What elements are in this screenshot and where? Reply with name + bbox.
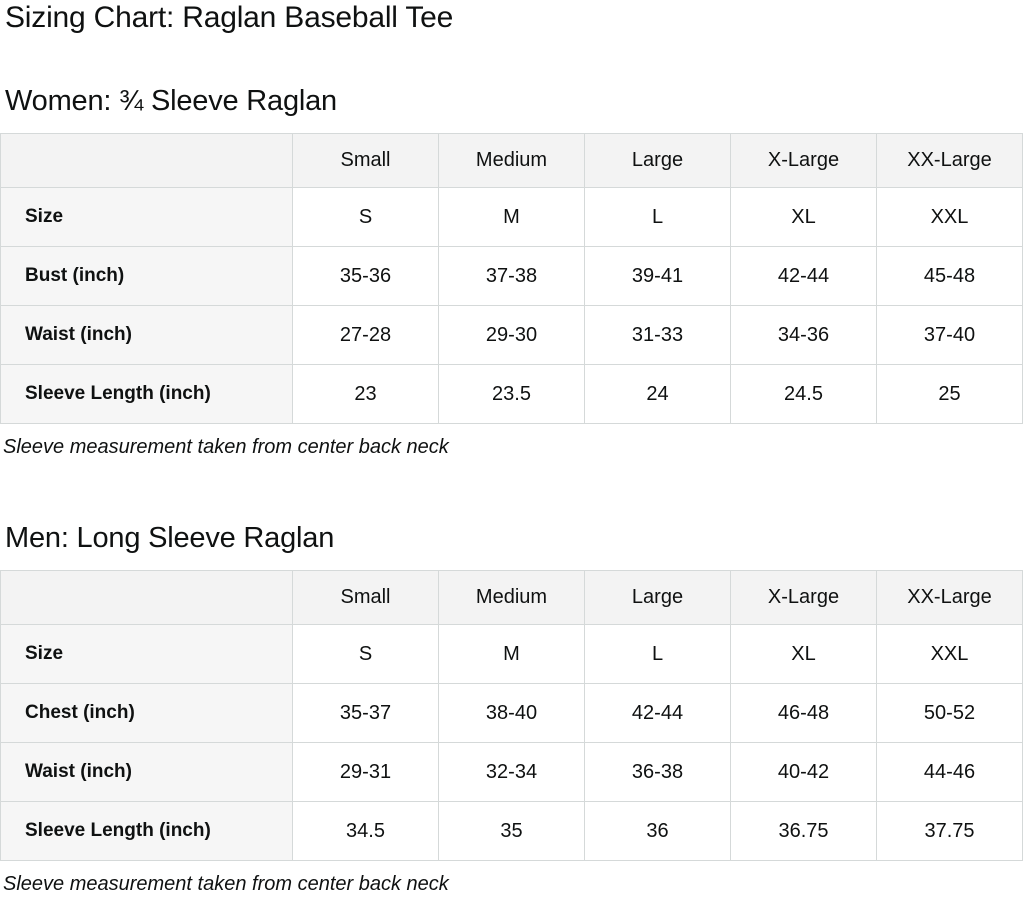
column-header-xx-large: XX-Large xyxy=(876,570,1023,625)
cell-value: M xyxy=(438,187,585,247)
cell-value: 37.75 xyxy=(876,801,1023,861)
women-sleeve-note: Sleeve measurement taken from center bac… xyxy=(3,436,449,458)
cell-value: S xyxy=(292,624,439,684)
table-row-size: Size S M L XL XXL xyxy=(0,624,1023,684)
column-header-medium: Medium xyxy=(438,570,585,625)
cell-value: 31-33 xyxy=(584,305,731,365)
row-label: Size xyxy=(0,187,293,247)
column-header-medium: Medium xyxy=(438,133,585,188)
cell-value: M xyxy=(438,624,585,684)
row-label: Bust (inch) xyxy=(0,246,293,306)
cell-value: 23 xyxy=(292,364,439,424)
table-row-sleeve-length: Sleeve Length (inch) 34.5 35 36 36.75 37… xyxy=(0,801,1023,861)
women-table-header-row: Small Medium Large X-Large XX-Large xyxy=(0,133,1023,188)
men-table-header-row: Small Medium Large X-Large XX-Large xyxy=(0,570,1023,625)
cell-value: 42-44 xyxy=(584,683,731,743)
cell-value: 36.75 xyxy=(730,801,877,861)
cell-value: 40-42 xyxy=(730,742,877,802)
cell-value: 44-46 xyxy=(876,742,1023,802)
cell-value: 38-40 xyxy=(438,683,585,743)
cell-value: XL xyxy=(730,187,877,247)
column-header-small: Small xyxy=(292,133,439,188)
cell-value: 29-31 xyxy=(292,742,439,802)
cell-value: 24.5 xyxy=(730,364,877,424)
table-row-sleeve-length: Sleeve Length (inch) 23 23.5 24 24.5 25 xyxy=(0,364,1023,424)
cell-value: 37-38 xyxy=(438,246,585,306)
row-label: Chest (inch) xyxy=(0,683,293,743)
cell-value: 36-38 xyxy=(584,742,731,802)
cell-value: L xyxy=(584,624,731,684)
cell-value: 23.5 xyxy=(438,364,585,424)
column-header-x-large: X-Large xyxy=(730,133,877,188)
page-title: Sizing Chart: Raglan Baseball Tee xyxy=(5,1,454,34)
cell-value: 34-36 xyxy=(730,305,877,365)
column-header-large: Large xyxy=(584,570,731,625)
women-sizing-table: Small Medium Large X-Large XX-Large Size… xyxy=(0,133,1023,424)
cell-value: 42-44 xyxy=(730,246,877,306)
cell-value: 35-36 xyxy=(292,246,439,306)
cell-value: 25 xyxy=(876,364,1023,424)
table-row-chest: Chest (inch) 35-37 38-40 42-44 46-48 50-… xyxy=(0,683,1023,743)
cell-value: XXL xyxy=(876,624,1023,684)
men-section-heading: Men: Long Sleeve Raglan xyxy=(5,522,335,554)
row-label: Waist (inch) xyxy=(0,742,293,802)
table-row-waist: Waist (inch) 29-31 32-34 36-38 40-42 44-… xyxy=(0,742,1023,802)
column-header-small: Small xyxy=(292,570,439,625)
table-row-size: Size S M L XL XXL xyxy=(0,187,1023,247)
cell-value: S xyxy=(292,187,439,247)
table-row-waist: Waist (inch) 27-28 29-30 31-33 34-36 37-… xyxy=(0,305,1023,365)
table-row-bust: Bust (inch) 35-36 37-38 39-41 42-44 45-4… xyxy=(0,246,1023,306)
cell-value: 29-30 xyxy=(438,305,585,365)
cell-value: 24 xyxy=(584,364,731,424)
row-label: Size xyxy=(0,624,293,684)
cell-value: 35 xyxy=(438,801,585,861)
corner-cell xyxy=(0,570,293,625)
corner-cell xyxy=(0,133,293,188)
cell-value: 39-41 xyxy=(584,246,731,306)
cell-value: 46-48 xyxy=(730,683,877,743)
column-header-x-large: X-Large xyxy=(730,570,877,625)
cell-value: 45-48 xyxy=(876,246,1023,306)
column-header-large: Large xyxy=(584,133,731,188)
row-label: Waist (inch) xyxy=(0,305,293,365)
cell-value: L xyxy=(584,187,731,247)
cell-value: 27-28 xyxy=(292,305,439,365)
cell-value: 37-40 xyxy=(876,305,1023,365)
cell-value: XXL xyxy=(876,187,1023,247)
cell-value: 35-37 xyxy=(292,683,439,743)
cell-value: 32-34 xyxy=(438,742,585,802)
cell-value: XL xyxy=(730,624,877,684)
cell-value: 34.5 xyxy=(292,801,439,861)
women-section-heading: Women: ¾ Sleeve Raglan xyxy=(5,85,337,117)
column-header-xx-large: XX-Large xyxy=(876,133,1023,188)
men-sizing-table: Small Medium Large X-Large XX-Large Size… xyxy=(0,570,1023,861)
row-label: Sleeve Length (inch) xyxy=(0,801,293,861)
cell-value: 36 xyxy=(584,801,731,861)
cell-value: 50-52 xyxy=(876,683,1023,743)
men-sleeve-note: Sleeve measurement taken from center bac… xyxy=(3,873,449,895)
row-label: Sleeve Length (inch) xyxy=(0,364,293,424)
